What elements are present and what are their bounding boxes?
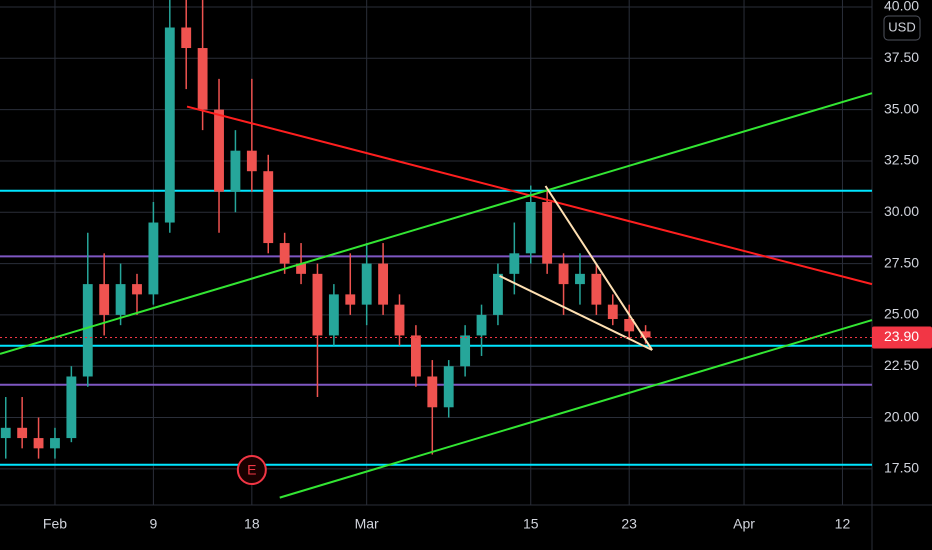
candle-body (50, 438, 60, 449)
candle-body (99, 284, 110, 315)
x-tick-label: 15 (523, 516, 539, 532)
y-tick-label: 20.00 (884, 408, 919, 424)
candle-body (542, 202, 553, 264)
candle-body (509, 253, 520, 274)
candle-body (558, 263, 569, 285)
candle-body (214, 109, 224, 192)
currency-label: USD (888, 19, 915, 34)
candle-body (0, 427, 11, 439)
candle-body (115, 284, 126, 315)
trend-line (279, 319, 873, 499)
trend-line (544, 185, 653, 351)
candle-body (164, 27, 175, 223)
y-tick-label: 30.00 (884, 203, 919, 219)
currency-box (883, 15, 921, 41)
y-tick-label: 37.50 (884, 49, 919, 65)
candle-body (263, 171, 274, 244)
x-tick-label: 18 (244, 516, 260, 532)
candle-body (427, 376, 438, 408)
y-tick-label: 27.50 (884, 254, 919, 270)
y-tick-label: 32.50 (884, 152, 919, 168)
candle-body (575, 273, 585, 285)
candle-body (607, 304, 618, 320)
candle-body (66, 376, 77, 439)
candle-body (476, 314, 487, 336)
candle-body (230, 150, 241, 192)
event-label: E (247, 462, 256, 478)
y-tick-label: 35.00 (884, 100, 919, 116)
last-price-box (872, 326, 932, 349)
candle-body (148, 222, 159, 295)
candle-body (17, 427, 28, 439)
candle-body (460, 335, 471, 367)
y-tick-label: 25.00 (884, 306, 919, 322)
candle-body (591, 273, 602, 305)
candle-body (443, 366, 454, 408)
x-tick-label: 23 (621, 516, 637, 532)
y-tick-label: 17.50 (884, 460, 919, 476)
y-tick-label: 40.00 (884, 0, 919, 14)
candle-body (181, 27, 192, 49)
x-tick-label: 12 (835, 516, 851, 532)
candle-body (197, 48, 208, 110)
last-price-label: 23.90 (884, 328, 919, 344)
candle-body (525, 202, 536, 254)
candle-body (345, 294, 356, 305)
candle-body (33, 438, 44, 449)
candle-body (640, 331, 651, 338)
candle-body (312, 273, 323, 336)
event-marker (236, 455, 267, 485)
x-tick-label: Mar (355, 516, 379, 532)
candle-body (328, 294, 339, 336)
candle-body (279, 243, 290, 264)
candle-body (378, 263, 389, 305)
x-tick-label: 9 (150, 516, 158, 532)
x-tick-label: Feb (43, 516, 67, 532)
candle-body (394, 304, 405, 336)
candle-body (246, 150, 257, 172)
candle-body (410, 335, 421, 377)
y-tick-label: 22.50 (884, 357, 919, 373)
candle-body (296, 263, 306, 274)
candle-body (82, 284, 93, 377)
candle-body (132, 284, 142, 295)
candle-body (624, 319, 635, 332)
candle-body (493, 273, 503, 315)
trend-line (0, 92, 873, 355)
x-tick-label: Apr (733, 516, 755, 532)
candle-body (361, 263, 372, 305)
